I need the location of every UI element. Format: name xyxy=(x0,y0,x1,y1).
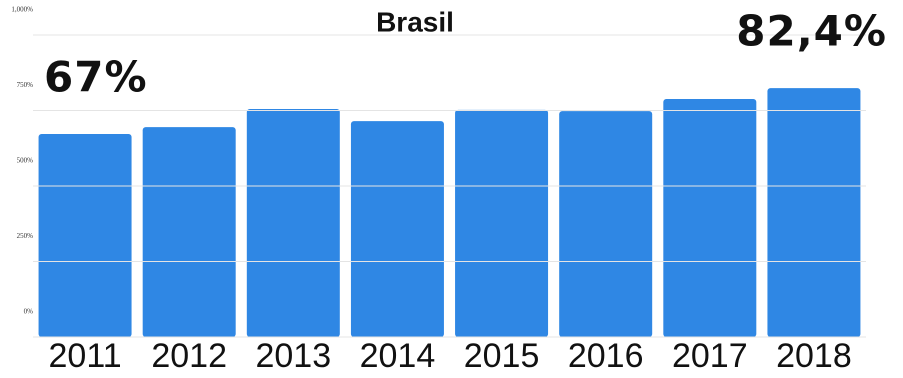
y-tick-label: 750% xyxy=(17,81,34,89)
bar xyxy=(350,121,444,337)
bar xyxy=(38,134,132,337)
bar xyxy=(246,108,340,338)
bar xyxy=(142,127,236,337)
chart-title: Brasil xyxy=(376,6,454,37)
x-tick-label: 2018 xyxy=(776,337,852,375)
x-tick-label: 2011 xyxy=(49,337,122,375)
y-tick-label: 500% xyxy=(17,157,34,165)
y-tick-label: 0% xyxy=(24,308,34,316)
annotation: 67% xyxy=(44,53,148,102)
bar xyxy=(559,111,653,337)
x-tick-label: 2014 xyxy=(360,337,436,375)
bar xyxy=(767,88,861,337)
y-tick-label: 250% xyxy=(17,232,34,240)
y-tick-label: 1,000% xyxy=(11,6,33,14)
bar xyxy=(663,99,757,337)
x-tick-label: 2015 xyxy=(464,337,540,375)
x-tick-label: 2017 xyxy=(672,337,748,375)
annotation: 82,4% xyxy=(736,7,887,56)
x-tick-label: 2012 xyxy=(151,337,227,375)
bar xyxy=(455,109,549,337)
x-tick-label: 2016 xyxy=(568,337,644,375)
x-tick-label: 2013 xyxy=(255,337,331,375)
